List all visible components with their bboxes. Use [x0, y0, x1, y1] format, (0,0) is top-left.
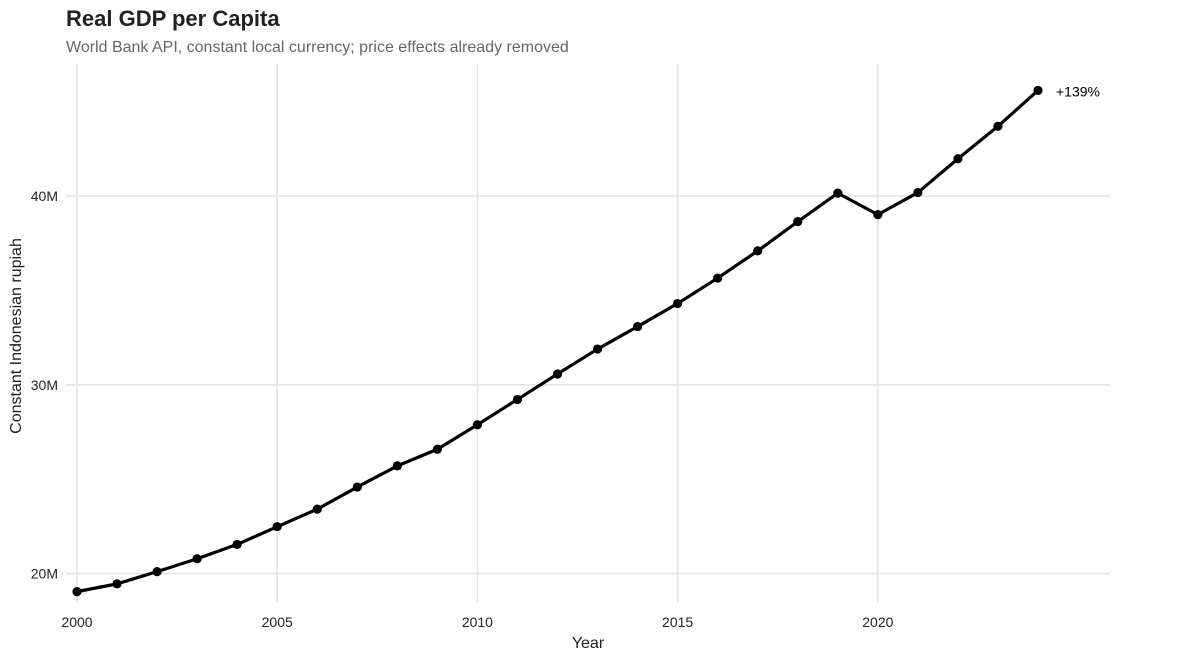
x-tick-label: 2005 — [262, 614, 293, 630]
data-point — [232, 539, 242, 550]
y-tick-label: 30M — [31, 377, 58, 393]
x-axis-title: Year — [572, 635, 605, 652]
y-tick-label: 20M — [31, 566, 58, 582]
data-point — [112, 579, 122, 589]
annotations: +139% — [1056, 83, 1100, 99]
x-tick-label: 2000 — [61, 614, 92, 630]
series-line — [75, 88, 1040, 594]
data-point — [833, 188, 843, 198]
data-point — [192, 554, 202, 564]
data-point — [432, 444, 442, 454]
data-point — [993, 121, 1003, 131]
data-point — [913, 187, 923, 198]
data-point — [632, 321, 643, 332]
data-point — [152, 567, 162, 577]
data-point — [1033, 85, 1043, 96]
x-tick-label: 2020 — [862, 614, 893, 630]
data-point — [72, 587, 82, 597]
chart-title: Real GDP per Capita — [66, 6, 280, 31]
x-gridlines — [76, 64, 879, 602]
data-point — [272, 522, 282, 532]
data-point — [312, 504, 322, 514]
data-point — [512, 394, 523, 405]
end-annotation: +139% — [1056, 83, 1100, 99]
data-point — [592, 344, 603, 354]
y-axis-ticks: 20M 30M 40M — [31, 188, 58, 582]
x-tick-label: 2015 — [662, 614, 693, 630]
data-point — [352, 482, 362, 492]
data-point — [753, 246, 763, 256]
y-axis-title: Constant Indonesian rupiah — [8, 238, 25, 434]
data-point — [953, 154, 963, 164]
data-point — [873, 210, 883, 220]
data-point — [713, 273, 723, 283]
chart-subtitle: World Bank API, constant local currency;… — [66, 39, 569, 56]
data-point — [673, 298, 683, 309]
data-point — [392, 461, 402, 471]
series-layer — [75, 88, 1040, 594]
x-tick-label: 2010 — [462, 614, 493, 630]
data-points — [72, 85, 1043, 597]
x-axis-ticks: 2000 2005 2010 2015 2020 — [61, 614, 893, 630]
y-gridlines — [66, 195, 1110, 575]
data-point — [793, 217, 803, 227]
y-tick-label: 40M — [31, 188, 58, 204]
data-point — [472, 420, 483, 430]
data-point — [552, 369, 563, 379]
